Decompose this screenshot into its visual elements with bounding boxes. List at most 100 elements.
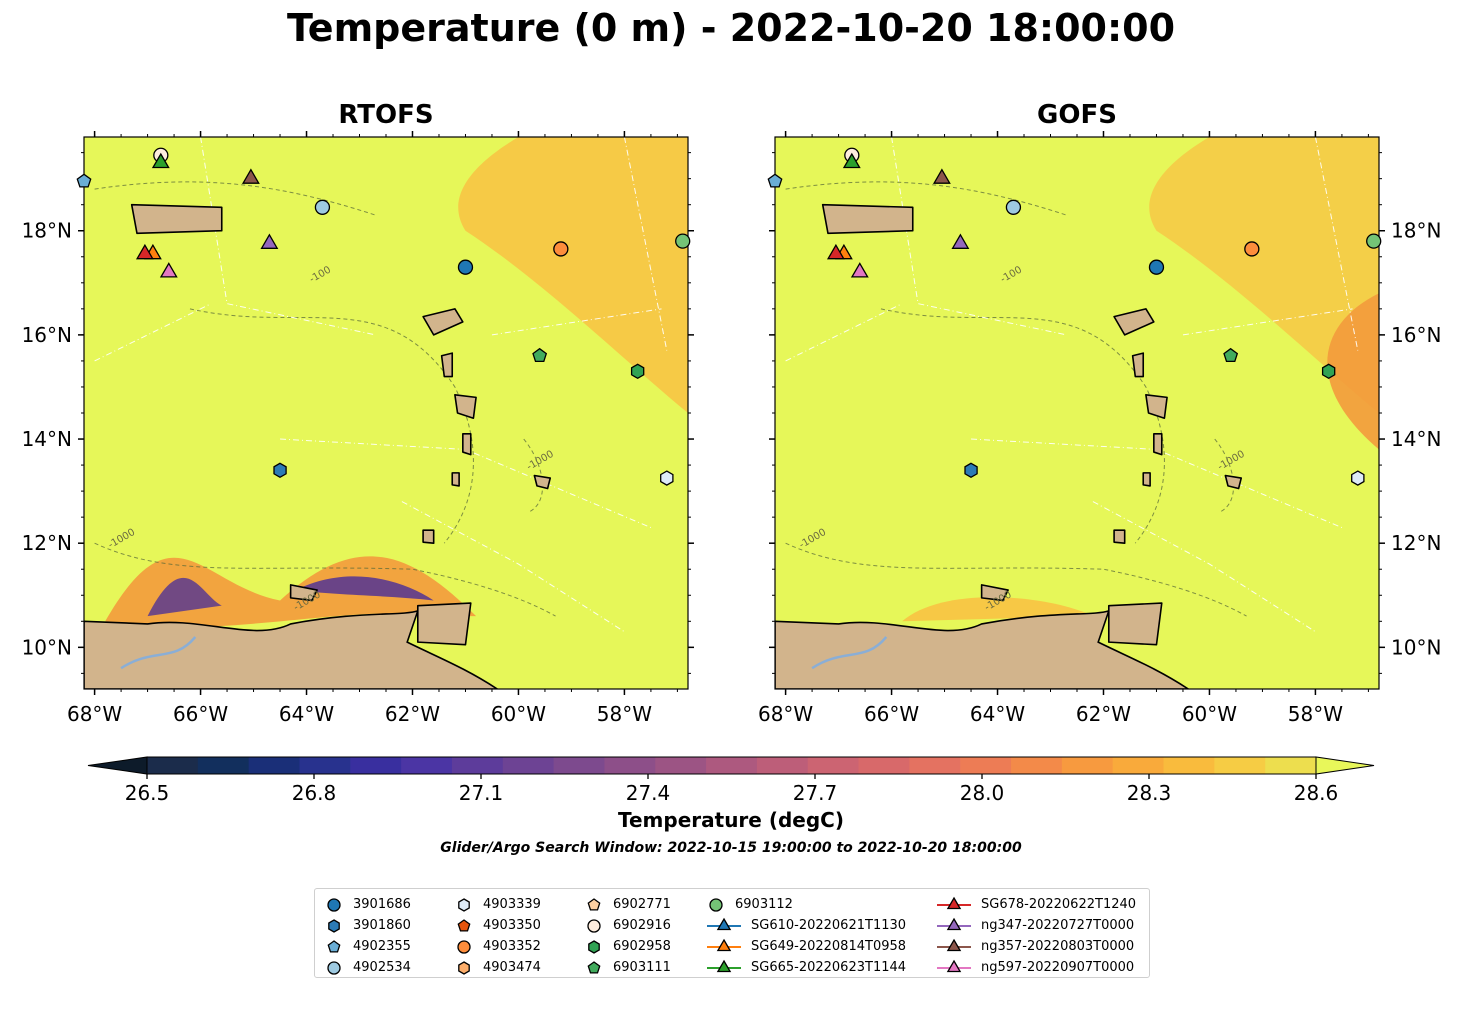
gofs-bathymetry-contour	[785, 542, 1247, 617]
rtofs-x-tick-label: 62°W	[385, 702, 440, 726]
colorbar-extend-high	[1315, 756, 1375, 775]
rtofs-y-tick-label: 16°N	[22, 323, 72, 347]
rtofs-island	[454, 393, 477, 420]
gofs-platform-marker-4902355	[767, 173, 783, 188]
colorbar-segment	[1214, 757, 1266, 774]
legend-marker-icon	[327, 940, 341, 953]
legend-label: 6902771	[613, 897, 671, 912]
legend-marker-icon	[458, 898, 470, 912]
colorbar-tick-label: 28.3	[1127, 781, 1172, 805]
rtofs-x-tick-label: 60°W	[491, 702, 546, 726]
rtofs-eez-boundary	[200, 137, 376, 336]
legend-marker-icon	[937, 959, 971, 973]
legend-marker	[946, 896, 962, 910]
gofs-warm-water	[1149, 137, 1379, 413]
gofs-south-america	[775, 609, 1190, 689]
colorbar-segment	[858, 757, 910, 774]
colorbar-segment	[604, 757, 656, 774]
search-window-caption: Glider/Argo Search Window: 2022-10-15 19…	[440, 840, 1022, 856]
legend-label: 4902534	[353, 960, 411, 975]
gofs-platform-marker-ng357-20220803T0000	[932, 168, 951, 184]
colorbar-segment	[909, 757, 961, 774]
legend-label: SG610-20220621T1130	[751, 918, 907, 933]
gofs-y-tick-label: 16°N	[1391, 323, 1441, 347]
rtofs-cold-upwelling-east	[295, 576, 434, 601]
legend-marker-icon	[709, 898, 723, 912]
colorbar-extend-low	[87, 756, 148, 775]
legend-marker	[587, 919, 601, 933]
colorbar-segment	[451, 757, 504, 774]
rtofs-x-tick-label: 58°W	[597, 702, 652, 726]
legend-label: 4903339	[483, 897, 541, 912]
rtofs-platform-marker-4902534	[314, 199, 331, 215]
colorbar-segment	[350, 757, 402, 774]
rtofs-bathymetry-contour	[189, 308, 474, 544]
rtofs-x-tick-label: 66°W	[173, 702, 228, 726]
colorbar-segment	[147, 757, 199, 774]
rtofs-warm-water	[458, 137, 688, 413]
legend-marker	[588, 940, 600, 954]
rtofs-eez-boundary	[623, 137, 668, 351]
legend-label: 4903474	[483, 960, 541, 975]
colorbar-segment	[1265, 757, 1317, 774]
gofs-platform-marker-6903112	[1366, 233, 1382, 249]
gofs-platform-marker-6903111	[1223, 347, 1239, 363]
rtofs-island	[451, 472, 460, 487]
rtofs-platform-marker-4903339	[660, 470, 674, 486]
rtofs-y-tick-label: 18°N	[22, 219, 72, 243]
rtofs-platform-marker-SG665-20220623T1144	[151, 152, 170, 169]
legend-marker	[716, 959, 732, 973]
gofs-bathymetry-contour	[1214, 438, 1234, 513]
legend-label: SG665-20220623T1144	[751, 960, 907, 975]
rtofs-platform-marker-6902958	[630, 363, 645, 380]
rtofs-y-tick-label: 14°N	[22, 427, 72, 451]
legend-marker	[946, 917, 962, 931]
colorbar: 26.5 26.8 27.1 27.4 27.7 28.0 28.3 28.6	[87, 756, 1375, 805]
legend-marker	[327, 961, 341, 975]
gofs-eez-boundary	[1092, 501, 1316, 633]
gofs-x-tick-label: 64°W	[970, 702, 1025, 726]
gofs-platform-marker-4903352	[1244, 241, 1260, 257]
colorbar-segment	[807, 757, 860, 774]
rtofs-island	[440, 352, 454, 378]
gofs-island	[1145, 393, 1168, 420]
colorbar-segment	[1011, 757, 1063, 774]
legend-marker	[457, 940, 471, 954]
gofs-island	[1113, 308, 1155, 336]
gofs-island	[1224, 474, 1243, 490]
rtofs-x-tick-label: 68°W	[67, 702, 122, 726]
colorbar-frame	[146, 756, 1317, 775]
rtofs-panel-title: RTOFS	[338, 100, 434, 130]
rtofs-platform-marker-ng597-20220907T0000	[159, 262, 178, 278]
colorbar-segment	[197, 757, 250, 774]
legend-marker-icon	[937, 938, 971, 952]
rtofs-bathymetry-contour	[94, 542, 556, 617]
legend-label: ng347-20220727T0000	[981, 918, 1135, 933]
legend-label: ng597-20220907T0000	[981, 960, 1135, 975]
gofs-x-tick-label: 60°W	[1182, 702, 1237, 726]
rtofs-y-tick-label: 10°N	[22, 635, 72, 659]
legend-marker-icon	[458, 961, 470, 975]
rtofs-platform-marker-6903111	[532, 347, 548, 363]
colorbar-tick-label: 27.7	[793, 781, 838, 805]
gofs-x-tick-label: 58°W	[1288, 702, 1343, 726]
legend-label: SG649-20220814T0958	[751, 939, 907, 954]
legend-label: SG678-20220622T1240	[981, 897, 1137, 912]
rtofs-y-tick-label: 12°N	[22, 531, 72, 555]
colorbar-label: Temperature (degC)	[618, 808, 844, 832]
colorbar-tick-label: 28.6	[1294, 781, 1339, 805]
rtofs-platform-marker-ng347-20220727T0000	[260, 233, 279, 249]
rtofs-south-america	[84, 609, 499, 689]
gofs-y-tick-label: 14°N	[1391, 427, 1441, 451]
legend-marker	[716, 917, 732, 931]
legend-marker-icon	[707, 938, 741, 952]
gofs-bathymetry-contour	[880, 308, 1165, 544]
colorbar-segment	[1061, 757, 1114, 774]
legend-label: 3901686	[353, 897, 411, 912]
gofs-platform-marker-ng597-20220907T0000	[850, 262, 869, 278]
colorbar-segment	[401, 757, 453, 774]
legend-marker-icon	[587, 898, 601, 911]
gofs-eez-boundary	[1314, 137, 1359, 351]
rtofs-island	[422, 308, 464, 336]
legend-label: 3901860	[353, 918, 411, 933]
